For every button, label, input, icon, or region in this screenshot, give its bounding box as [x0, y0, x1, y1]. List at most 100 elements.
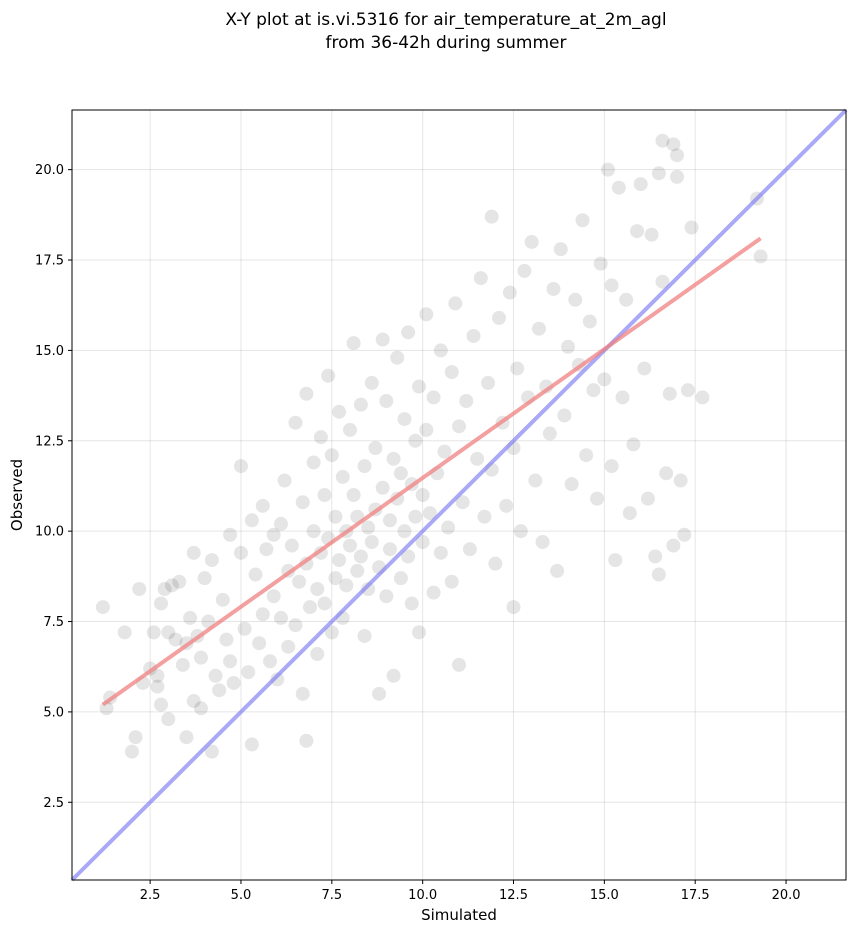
scatter-point	[510, 361, 525, 376]
scatter-point	[517, 263, 532, 278]
scatter-point	[299, 733, 314, 748]
scatter-point	[626, 437, 641, 452]
scatter-point	[288, 618, 303, 633]
scatter-point	[499, 498, 514, 513]
scatter-point	[295, 495, 310, 510]
y-tick-label: 12.5	[35, 434, 64, 449]
scatter-point	[655, 133, 670, 148]
scatter-point	[161, 625, 176, 640]
scatter-point	[248, 567, 263, 582]
scatter-point	[488, 556, 503, 571]
scatter-point	[575, 213, 590, 228]
y-tick-label: 2.5	[43, 796, 64, 811]
scatter-point	[215, 592, 230, 607]
scatter-point	[295, 686, 310, 701]
y-axis-label: Observed	[8, 459, 26, 531]
scatter-point	[350, 563, 365, 578]
scatter-point	[611, 180, 626, 195]
scatter-point	[339, 578, 354, 593]
scatter-point	[95, 600, 110, 615]
scatter-point	[306, 455, 321, 470]
scatter-point	[157, 581, 172, 596]
scatter-point	[684, 220, 699, 235]
scatter-point	[364, 534, 379, 549]
scatter-point	[223, 527, 238, 542]
scatter-point	[433, 343, 448, 358]
scatter-point	[186, 545, 201, 560]
scatter-point	[452, 657, 466, 672]
scatter-point	[433, 545, 448, 560]
scatter-point	[346, 336, 361, 351]
x-axis-ticks: 2.5 5.0 7.5 10.0 12.5 15.0 17.5 20.0	[140, 880, 801, 903]
scatter-point	[680, 383, 695, 398]
scatter-point	[422, 506, 437, 521]
y-tick-label: 15.0	[35, 344, 64, 359]
scatter-point	[455, 495, 470, 510]
scatter-point	[161, 712, 176, 727]
scatter-point	[379, 394, 394, 409]
scatter-point	[659, 466, 674, 481]
scatter-point	[662, 386, 677, 401]
scatter-point	[154, 697, 169, 712]
scatter-point	[535, 534, 550, 549]
scatter-point	[317, 488, 332, 502]
scatter-point	[426, 585, 441, 600]
scatter-point	[379, 589, 394, 604]
scatter-point	[390, 350, 405, 365]
scatter-point	[353, 549, 368, 564]
scatter-point	[357, 459, 372, 474]
scatter-point	[448, 296, 463, 311]
scatter-point	[415, 534, 430, 549]
scatter-point	[666, 538, 681, 553]
identity-line	[70, 108, 848, 882]
scatter-point	[361, 520, 376, 535]
scatter-point	[666, 137, 681, 152]
grid-lines	[72, 110, 846, 880]
scatter-point	[328, 509, 343, 524]
x-tick-label: 7.5	[321, 888, 342, 903]
y-tick-label: 17.5	[35, 254, 64, 269]
scatter-point	[324, 625, 339, 640]
scatter-point	[586, 383, 601, 398]
scatter-point	[670, 169, 685, 184]
scatter-point	[321, 368, 336, 383]
scatter-point	[593, 256, 608, 271]
scatter-point	[328, 571, 343, 586]
x-tick-label: 20.0	[772, 888, 801, 903]
scatter-point	[419, 422, 434, 437]
scatter-point	[481, 375, 496, 390]
scatter-point	[299, 386, 314, 401]
scatter-point	[600, 162, 615, 177]
scatter-point	[255, 498, 270, 513]
scatter-point	[277, 473, 292, 488]
scatter-point	[335, 469, 350, 484]
scatter-point	[531, 321, 546, 336]
scatter-point	[386, 451, 401, 466]
scatter-point	[164, 578, 179, 593]
scatter-point	[244, 513, 259, 528]
scatter-point	[313, 430, 328, 445]
scatter-point	[310, 647, 325, 662]
scatter-point	[408, 433, 423, 448]
scatter-point	[546, 281, 561, 296]
scatter-point	[154, 596, 169, 611]
scatter-point	[564, 477, 579, 492]
scatter-point	[462, 542, 477, 557]
scatter-point	[303, 600, 318, 615]
scatter-point	[477, 509, 492, 524]
chart-title-line-2: from 36-42h during summer	[326, 33, 567, 53]
scatter-point	[266, 527, 281, 542]
scatter-point	[630, 224, 645, 239]
scatter-point	[528, 473, 543, 488]
scatter-point	[393, 571, 408, 586]
scatter-point	[651, 567, 666, 582]
scatter-point	[590, 491, 605, 506]
scatter-point	[466, 328, 481, 343]
scatter-point	[150, 679, 165, 694]
scatter-point	[513, 524, 528, 539]
scatter-point	[310, 581, 325, 596]
scatter-point	[604, 459, 619, 474]
scatter-point	[372, 686, 387, 701]
scatter-point	[233, 459, 248, 474]
